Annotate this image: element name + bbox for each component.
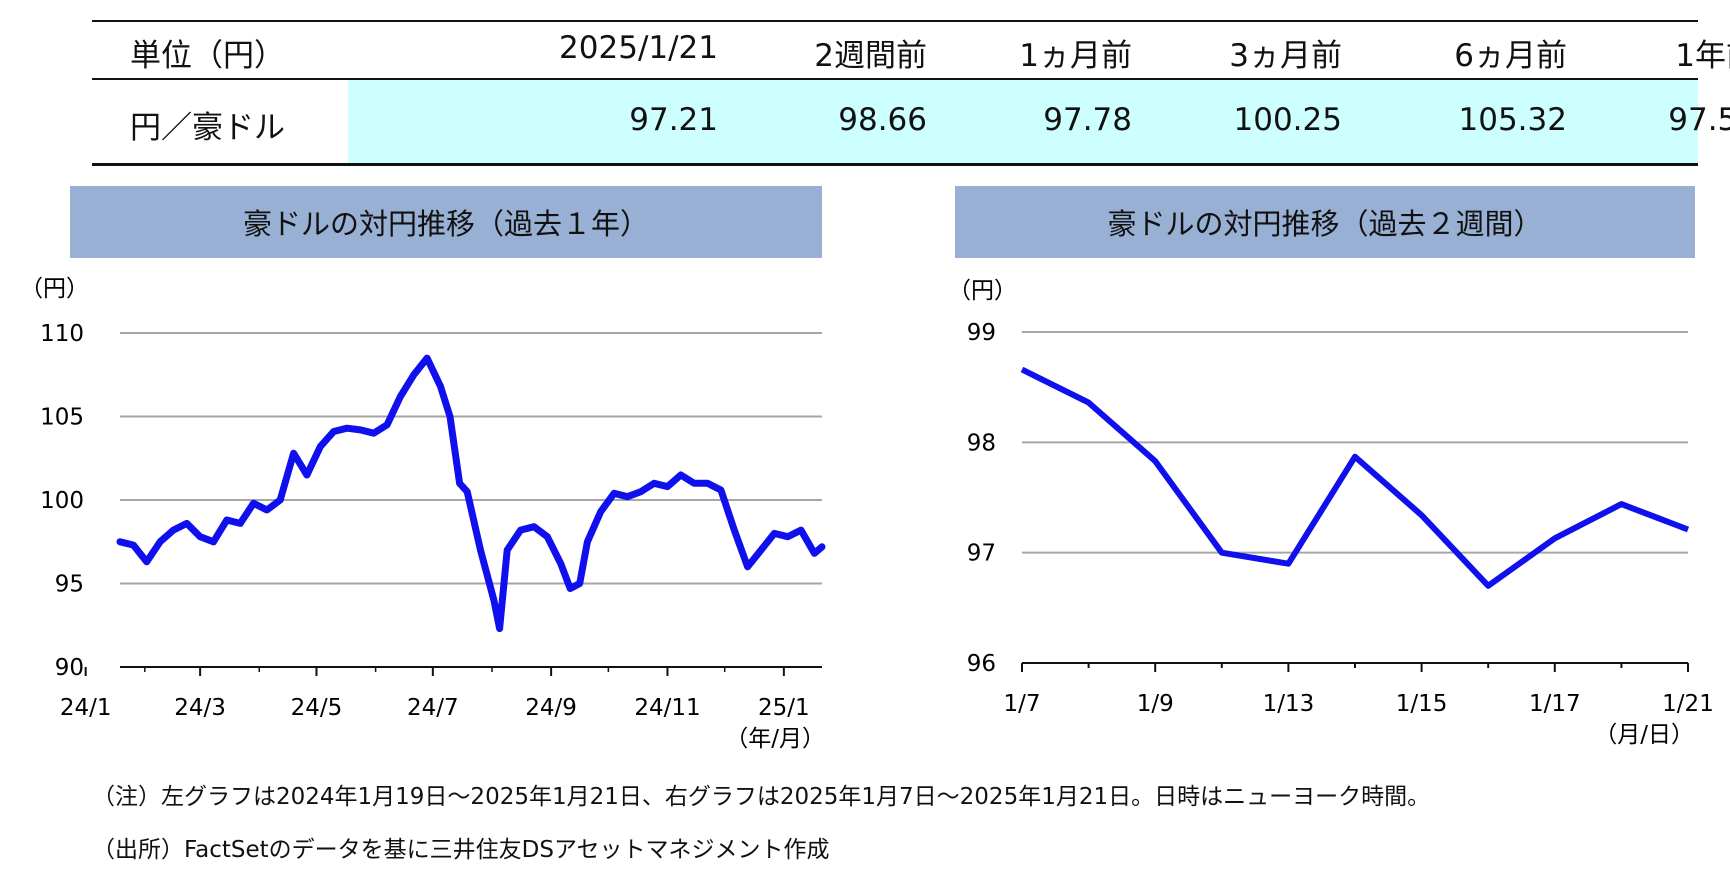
left-x-tick-label: 24/9 [525, 695, 577, 721]
left-y-tick-label: 90 [55, 655, 84, 681]
right-line-chart: （円） 96 97 98 99 1/7 1/9 1/13 1/15 1/17 1/21 （月/日… [948, 278, 1714, 748]
right-y-tick-labels: 96 97 98 99 [967, 320, 996, 677]
table-bottom-rule [92, 163, 1698, 166]
unit-label: 単位（円） [130, 38, 285, 74]
left-y-tick-label: 105 [40, 405, 84, 431]
row-label: 円／豪ドル [130, 110, 285, 146]
table-top-rule [92, 20, 1698, 22]
value-date: 97.21 [629, 102, 718, 138]
col-header-date: 2025/1/21 [559, 30, 718, 66]
value-2w: 98.66 [838, 102, 927, 138]
right-x-axis: 1/7 1/9 1/13 1/15 1/17 1/21 [1003, 662, 1714, 717]
right-x-unit: （月/日） [1594, 722, 1694, 748]
left-y-tick-labels: 90 95 100 105 110 [40, 321, 84, 681]
left-series [116, 354, 826, 633]
value-row-highlight [348, 80, 1698, 163]
left-gridlines [120, 332, 822, 585]
rate-table: 単位（円） 2025/1/21 2週間前 1ヵ月前 3ヵ月前 6ヵ月前 1年前 … [92, 20, 1730, 166]
col-header-1y: 1年前 [1675, 38, 1730, 74]
left-x-axis: 24/1 24/3 24/5 24/7 24/9 24/11 25/1 [60, 666, 822, 721]
footnote: （注）左グラフは2024年1月19日～2025年1月21日、右グラフは2025年… [92, 784, 1431, 810]
right-x-tick-label: 1/7 [1003, 691, 1040, 717]
right-y-tick-label: 99 [967, 320, 996, 346]
right-series-line [1020, 366, 1690, 589]
table-header-rule [92, 78, 1698, 80]
right-x-tick-label: 1/15 [1396, 691, 1448, 717]
right-y-tick-label: 96 [967, 651, 996, 677]
right-series [1020, 366, 1690, 589]
value-3m: 100.25 [1233, 102, 1342, 138]
right-x-tick-label: 1/21 [1662, 691, 1714, 717]
left-y-tick-label: 110 [40, 321, 84, 347]
right-y-tick-label: 98 [967, 430, 996, 456]
col-header-6m: 6ヵ月前 [1454, 38, 1567, 74]
right-x-tick-label: 1/13 [1263, 691, 1315, 717]
right-chart-title: 豪ドルの対円推移（過去２週間） [955, 186, 1695, 258]
value-1y: 97.52 [1668, 102, 1730, 138]
value-1m: 97.78 [1043, 102, 1132, 138]
left-chart-title: 豪ドルの対円推移（過去１年） [70, 186, 822, 258]
col-header-1m: 1ヵ月前 [1019, 38, 1132, 74]
left-y-unit: （円） [20, 276, 89, 302]
left-series-line [116, 354, 826, 633]
left-y-tick-label: 95 [55, 572, 84, 598]
left-y-tick-label: 100 [40, 488, 84, 514]
right-x-tick-label: 1/9 [1137, 691, 1174, 717]
right-y-tick-label: 97 [967, 541, 996, 567]
left-x-tick-label: 24/5 [291, 695, 343, 721]
right-x-tick-label: 1/17 [1529, 691, 1581, 717]
right-y-unit: （円） [948, 278, 1017, 304]
left-x-tick-label: 25/1 [758, 695, 810, 721]
left-x-tick-label: 24/1 [60, 695, 112, 721]
left-x-tick-label: 24/3 [174, 695, 226, 721]
value-6m: 105.32 [1458, 102, 1567, 138]
col-header-2w: 2週間前 [814, 38, 927, 74]
source-note: （出所）FactSetのデータを基に三井住友DSアセットマネジメント作成 [92, 837, 830, 863]
left-x-tick-label: 24/7 [407, 695, 459, 721]
left-x-unit: （年/月） [725, 726, 825, 752]
col-header-3m: 3ヵ月前 [1229, 38, 1342, 74]
left-x-tick-label: 24/11 [634, 695, 700, 721]
